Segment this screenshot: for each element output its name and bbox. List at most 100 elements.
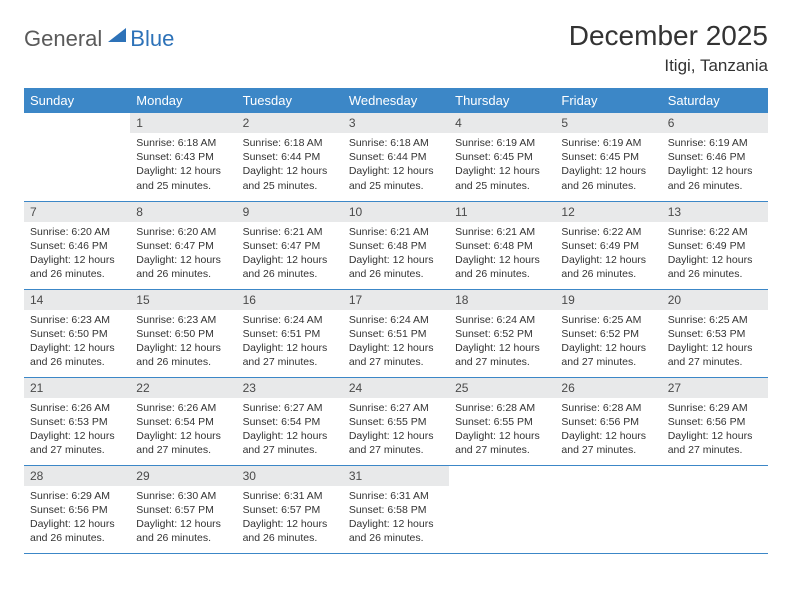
day-sunrise: Sunrise: 6:19 AM <box>455 136 549 150</box>
weekday-wednesday: Wednesday <box>343 88 449 113</box>
day-number: 29 <box>130 466 236 486</box>
calendar-day-cell: 21Sunrise: 6:26 AMSunset: 6:53 PMDayligh… <box>24 377 130 465</box>
day-sunset: Sunset: 6:55 PM <box>455 415 549 429</box>
day-day1: Daylight: 12 hours <box>455 164 549 178</box>
calendar-day-cell: 26Sunrise: 6:28 AMSunset: 6:56 PMDayligh… <box>555 377 661 465</box>
day-day2: and 25 minutes. <box>349 179 443 193</box>
day-day2: and 26 minutes. <box>136 355 230 369</box>
day-content: Sunrise: 6:23 AMSunset: 6:50 PMDaylight:… <box>130 310 236 376</box>
calendar-day-cell: 25Sunrise: 6:28 AMSunset: 6:55 PMDayligh… <box>449 377 555 465</box>
day-sunset: Sunset: 6:48 PM <box>455 239 549 253</box>
day-sunset: Sunset: 6:49 PM <box>668 239 762 253</box>
day-sunset: Sunset: 6:50 PM <box>30 327 124 341</box>
day-sunrise: Sunrise: 6:22 AM <box>561 225 655 239</box>
day-sunrise: Sunrise: 6:21 AM <box>349 225 443 239</box>
day-day2: and 26 minutes. <box>455 267 549 281</box>
day-content: Sunrise: 6:31 AMSunset: 6:58 PMDaylight:… <box>343 486 449 552</box>
logo-triangle-icon <box>108 28 126 42</box>
title-block: December 2025 Itigi, Tanzania <box>569 20 768 76</box>
day-sunset: Sunset: 6:47 PM <box>136 239 230 253</box>
calendar-day-cell: 13Sunrise: 6:22 AMSunset: 6:49 PMDayligh… <box>662 201 768 289</box>
day-day2: and 26 minutes. <box>243 531 337 545</box>
calendar-week-row: 7Sunrise: 6:20 AMSunset: 6:46 PMDaylight… <box>24 201 768 289</box>
day-sunrise: Sunrise: 6:23 AM <box>30 313 124 327</box>
calendar-day-cell: 6Sunrise: 6:19 AMSunset: 6:46 PMDaylight… <box>662 113 768 201</box>
weekday-header-row: Sunday Monday Tuesday Wednesday Thursday… <box>24 88 768 113</box>
day-number: 13 <box>662 202 768 222</box>
day-day2: and 27 minutes. <box>561 355 655 369</box>
day-content: Sunrise: 6:21 AMSunset: 6:48 PMDaylight:… <box>449 222 555 288</box>
calendar-day-cell: 14Sunrise: 6:23 AMSunset: 6:50 PMDayligh… <box>24 289 130 377</box>
day-day1: Daylight: 12 hours <box>349 164 443 178</box>
day-number: 6 <box>662 113 768 133</box>
day-sunset: Sunset: 6:45 PM <box>561 150 655 164</box>
calendar-day-cell: 1Sunrise: 6:18 AMSunset: 6:43 PMDaylight… <box>130 113 236 201</box>
calendar-day-cell: 22Sunrise: 6:26 AMSunset: 6:54 PMDayligh… <box>130 377 236 465</box>
day-day1: Daylight: 12 hours <box>349 429 443 443</box>
day-day1: Daylight: 12 hours <box>561 429 655 443</box>
day-number: 7 <box>24 202 130 222</box>
day-sunset: Sunset: 6:57 PM <box>243 503 337 517</box>
day-day1: Daylight: 12 hours <box>349 253 443 267</box>
day-number: 12 <box>555 202 661 222</box>
day-day2: and 27 minutes. <box>668 355 762 369</box>
day-content: Sunrise: 6:19 AMSunset: 6:45 PMDaylight:… <box>449 133 555 199</box>
day-day2: and 27 minutes. <box>136 443 230 457</box>
day-number: 21 <box>24 378 130 398</box>
day-number: 27 <box>662 378 768 398</box>
day-content: Sunrise: 6:25 AMSunset: 6:53 PMDaylight:… <box>662 310 768 376</box>
day-content: Sunrise: 6:29 AMSunset: 6:56 PMDaylight:… <box>24 486 130 552</box>
day-sunrise: Sunrise: 6:25 AM <box>668 313 762 327</box>
day-number: 3 <box>343 113 449 133</box>
day-number: 20 <box>662 290 768 310</box>
calendar-day-cell: 29Sunrise: 6:30 AMSunset: 6:57 PMDayligh… <box>130 465 236 553</box>
logo-text-general: General <box>24 26 102 52</box>
day-sunset: Sunset: 6:54 PM <box>136 415 230 429</box>
day-day1: Daylight: 12 hours <box>561 341 655 355</box>
day-sunrise: Sunrise: 6:29 AM <box>30 489 124 503</box>
weekday-sunday: Sunday <box>24 88 130 113</box>
header: General Blue December 2025 Itigi, Tanzan… <box>24 20 768 76</box>
calendar-day-cell: 31Sunrise: 6:31 AMSunset: 6:58 PMDayligh… <box>343 465 449 553</box>
day-day2: and 27 minutes. <box>243 355 337 369</box>
day-sunset: Sunset: 6:56 PM <box>30 503 124 517</box>
day-number: 25 <box>449 378 555 398</box>
day-content: Sunrise: 6:26 AMSunset: 6:54 PMDaylight:… <box>130 398 236 464</box>
day-day2: and 27 minutes. <box>561 443 655 457</box>
day-content: Sunrise: 6:27 AMSunset: 6:55 PMDaylight:… <box>343 398 449 464</box>
calendar-day-cell: 16Sunrise: 6:24 AMSunset: 6:51 PMDayligh… <box>237 289 343 377</box>
day-day2: and 25 minutes. <box>136 179 230 193</box>
location-subtitle: Itigi, Tanzania <box>569 56 768 76</box>
day-number: 8 <box>130 202 236 222</box>
day-number: 4 <box>449 113 555 133</box>
day-day2: and 26 minutes. <box>668 179 762 193</box>
day-sunset: Sunset: 6:53 PM <box>30 415 124 429</box>
logo-text-blue: Blue <box>130 26 174 52</box>
day-number: 2 <box>237 113 343 133</box>
day-content: Sunrise: 6:31 AMSunset: 6:57 PMDaylight:… <box>237 486 343 552</box>
day-day2: and 27 minutes. <box>349 355 443 369</box>
day-number: 10 <box>343 202 449 222</box>
day-day2: and 27 minutes. <box>243 443 337 457</box>
day-content: Sunrise: 6:24 AMSunset: 6:51 PMDaylight:… <box>237 310 343 376</box>
day-day2: and 27 minutes. <box>349 443 443 457</box>
day-number: 11 <box>449 202 555 222</box>
calendar-day-cell <box>449 465 555 553</box>
day-sunrise: Sunrise: 6:18 AM <box>243 136 337 150</box>
day-sunset: Sunset: 6:43 PM <box>136 150 230 164</box>
day-day1: Daylight: 12 hours <box>243 429 337 443</box>
calendar-week-row: 1Sunrise: 6:18 AMSunset: 6:43 PMDaylight… <box>24 113 768 201</box>
day-content: Sunrise: 6:19 AMSunset: 6:45 PMDaylight:… <box>555 133 661 199</box>
day-sunrise: Sunrise: 6:30 AM <box>136 489 230 503</box>
calendar-day-cell: 8Sunrise: 6:20 AMSunset: 6:47 PMDaylight… <box>130 201 236 289</box>
day-day2: and 27 minutes. <box>455 443 549 457</box>
day-content: Sunrise: 6:28 AMSunset: 6:56 PMDaylight:… <box>555 398 661 464</box>
day-day2: and 26 minutes. <box>30 267 124 281</box>
day-day2: and 26 minutes. <box>349 267 443 281</box>
calendar-day-cell: 12Sunrise: 6:22 AMSunset: 6:49 PMDayligh… <box>555 201 661 289</box>
day-sunrise: Sunrise: 6:18 AM <box>136 136 230 150</box>
day-sunset: Sunset: 6:56 PM <box>668 415 762 429</box>
day-content: Sunrise: 6:19 AMSunset: 6:46 PMDaylight:… <box>662 133 768 199</box>
day-number: 30 <box>237 466 343 486</box>
day-day1: Daylight: 12 hours <box>243 341 337 355</box>
